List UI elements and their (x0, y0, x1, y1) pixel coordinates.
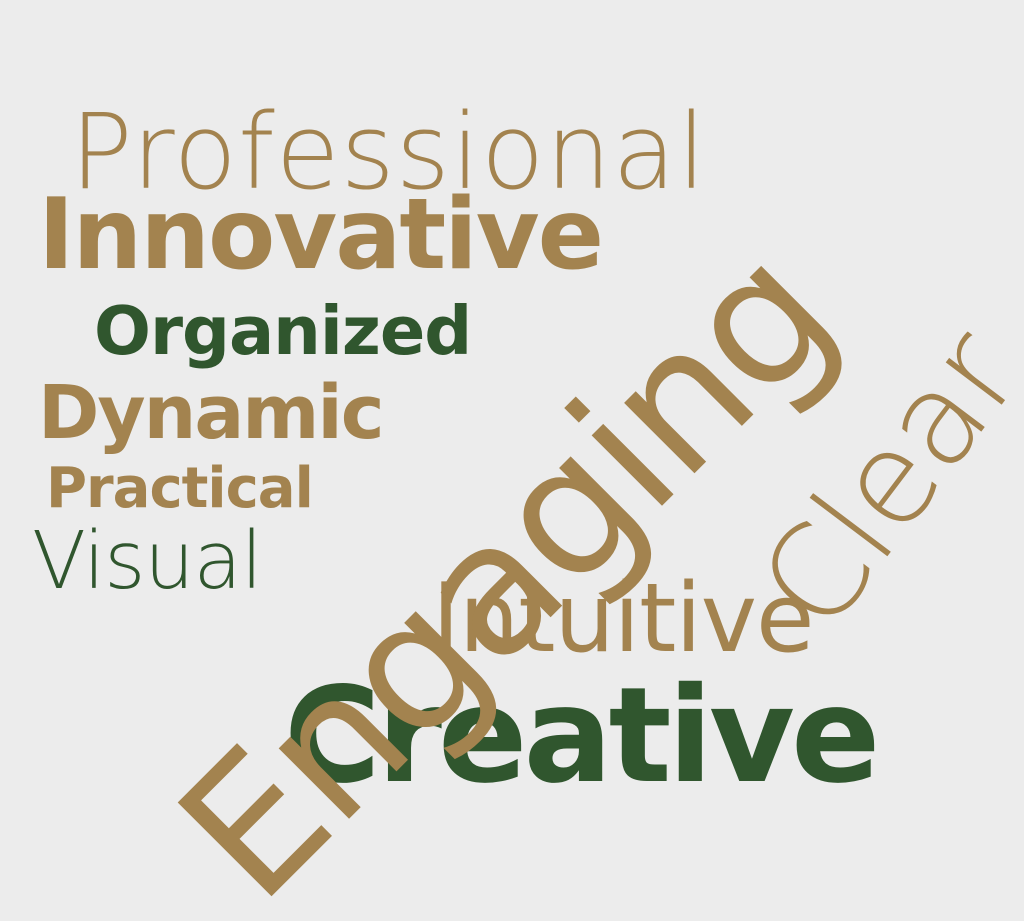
word-dynamic: Dynamic (38, 370, 385, 456)
word-practical: Practical (46, 456, 314, 521)
word-creative: Creative (284, 659, 880, 813)
word-professional: Professional (70, 91, 708, 213)
word-visual: Visual (32, 515, 263, 607)
word-intuitive: Intuitive (432, 564, 814, 674)
word-innovative: Innovative (38, 178, 604, 292)
word-organized: Organized (94, 292, 472, 370)
